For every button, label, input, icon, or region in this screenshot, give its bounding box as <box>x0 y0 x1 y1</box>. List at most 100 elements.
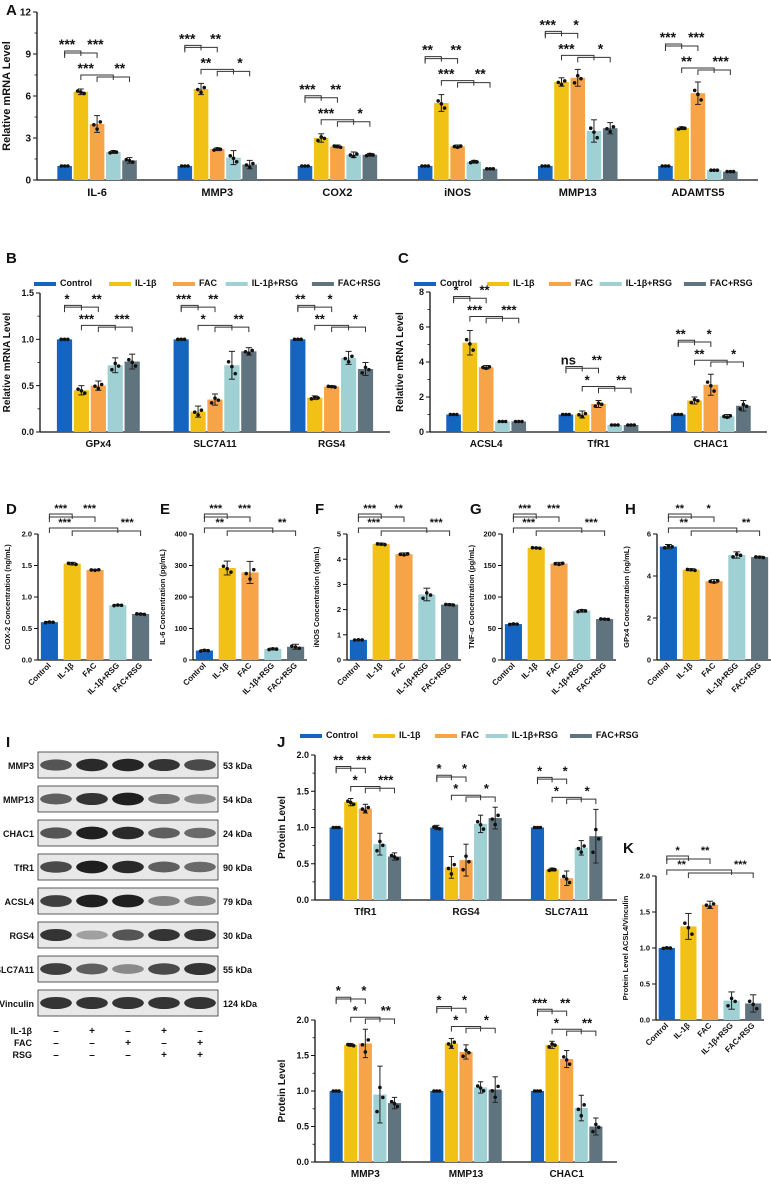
panel-j2-data-point <box>535 1089 540 1093</box>
panel-a-bar <box>313 138 329 180</box>
panel-c-sig-bracket <box>598 387 632 394</box>
panel-b-data-point <box>243 349 248 354</box>
panel-c-data-point <box>725 415 729 420</box>
blot-treatment-label: FAC <box>14 1038 33 1048</box>
panel-a-x-category-label: COX2 <box>322 187 352 199</box>
panel-j1-data-point <box>437 827 442 831</box>
panel-b-data-point <box>110 367 114 372</box>
panel-j1-y-tick-label: 2.0 <box>296 750 309 760</box>
panel-e-y-axis-title: IL-6 Concentration (pg/mL) <box>158 549 167 645</box>
panel-j1-data-point <box>532 825 537 830</box>
panel-b-y-tick-label: 1.5 <box>21 288 34 298</box>
panel-j1-bar <box>545 869 559 900</box>
panel-j2-data-point <box>366 1038 371 1042</box>
panel-a-bar <box>362 154 378 180</box>
panel-b-bar <box>224 365 240 432</box>
panel-c-sig-label: *** <box>467 303 483 318</box>
panel-j-legend-label: Control <box>326 730 358 740</box>
blot-band <box>112 792 144 806</box>
panel-f-x-category-label: FAC <box>390 661 408 679</box>
panel-f-data-point <box>447 602 452 607</box>
panel-b-sig-label: * <box>65 291 71 306</box>
panel-a-data-point <box>715 168 720 172</box>
panel-d-sig-label: *** <box>54 503 68 515</box>
panel-j1-sig-bracket <box>551 796 582 803</box>
panel-a-y-axis-title: Relative mRNA Level <box>1 41 13 151</box>
blot-band <box>76 826 108 840</box>
panel-c-bar <box>462 342 478 432</box>
blot-band <box>76 930 108 940</box>
panel-c-data-point <box>722 414 726 419</box>
panel-a-data-point <box>439 102 444 106</box>
panel-d-data-point <box>74 562 78 567</box>
blot-treatment-sign: – <box>53 1026 59 1037</box>
panel-a-bar <box>602 128 618 180</box>
panel-j2-sig-bracket <box>364 1018 396 1025</box>
panel-a-sig-label: * <box>357 105 363 121</box>
panel-e-data-point <box>206 648 210 653</box>
panel-j2-data-point <box>389 1099 394 1104</box>
panel-j2-data-point <box>381 1095 385 1100</box>
panel-label-D: D <box>6 501 17 518</box>
panel-a-data-point <box>348 153 353 157</box>
panel-a-data-point <box>666 164 671 168</box>
panel-f-y-tick-label: 5 <box>337 530 341 539</box>
panel-a-sig-label: *** <box>688 29 705 45</box>
panel-j2-sig-label: * <box>453 1012 459 1027</box>
panel-a-data-point <box>127 158 132 163</box>
panel-a-bar <box>570 77 586 180</box>
panel-label-I: I <box>6 734 11 751</box>
panel-c-legend-swatch <box>683 282 706 286</box>
panel-c-data-point <box>503 419 508 424</box>
panel-j2-data-point <box>582 1103 586 1107</box>
panel-j1-bar <box>358 808 372 900</box>
blot-protein-label: ACSL4 <box>4 897 34 907</box>
panel-j2-bar <box>430 1091 444 1162</box>
panel-b-y-tick-label: 0.5 <box>21 381 34 391</box>
panel-j2-bar <box>589 1126 603 1162</box>
panel-j-legend-label: FAC <box>461 730 480 740</box>
panel-k-sig-label: *** <box>734 859 748 871</box>
panel-a-bar <box>297 166 313 180</box>
panel-g-y-tick-label: 150 <box>483 561 496 570</box>
panel-a-data-point <box>556 80 561 85</box>
panel-k-data-point <box>661 946 666 951</box>
panel-j1-data-point <box>337 825 341 830</box>
panel-j1-bar <box>329 827 343 900</box>
panel-d-data-point <box>43 620 48 625</box>
panel-b-data-point <box>363 365 368 370</box>
panel-d-bar <box>109 605 127 660</box>
panel-a-sig-label: ** <box>451 42 462 58</box>
panel-f-data-point <box>360 638 364 642</box>
panel-a-data-point <box>186 164 190 168</box>
panel-a-sig-label: * <box>237 54 243 70</box>
panel-f-data-point <box>379 542 384 546</box>
panel-c-x-category-label: TfR1 <box>587 439 610 450</box>
panel-a-data-point <box>562 79 567 83</box>
panel-a-data-point <box>251 161 255 166</box>
panel-j2-data-point <box>576 1107 581 1112</box>
panel-e-y-tick-label: 300 <box>174 561 187 570</box>
panel-f-bar <box>418 594 436 660</box>
panel-a-bar <box>466 161 482 180</box>
panel-c-sig-label: * <box>585 373 591 388</box>
panel-k-data-point <box>690 932 694 936</box>
panel-h-data-point <box>754 555 758 559</box>
panel-a-sig-label: *** <box>299 81 316 97</box>
panel-c-y-tick-label: 4 <box>419 357 424 367</box>
panel-c-data-point <box>629 423 633 427</box>
panel-a-data-point <box>130 160 135 164</box>
panel-j2-data-point <box>594 1122 598 1127</box>
panel-j2-data-point <box>337 1089 341 1093</box>
panel-a-bar <box>209 149 225 180</box>
panel-h-data-point <box>761 555 766 560</box>
blot-kda-label: 30 kDa <box>223 931 253 941</box>
panel-label-H: H <box>625 501 636 518</box>
panel-j2-sig-label: * <box>462 992 468 1007</box>
panel-g-bar <box>504 624 522 660</box>
panel-d-data-point <box>96 567 101 572</box>
panel-j1-data-point <box>435 825 439 830</box>
panel-a-data-point <box>114 150 119 154</box>
panel-c-bar <box>623 425 639 432</box>
panel-e-bar <box>195 650 213 660</box>
